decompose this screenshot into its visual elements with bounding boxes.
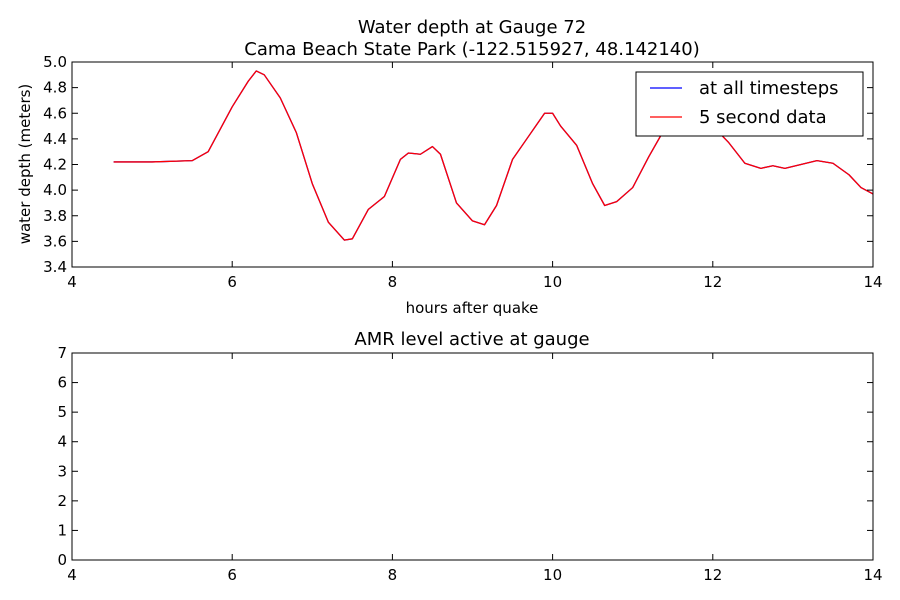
chart1-xtick-label: 8 — [388, 273, 398, 291]
chart1-xtick-label: 6 — [227, 273, 237, 291]
chart1-xtick-label: 4 — [67, 273, 77, 291]
chart1-plot: 4 6 8 10 12 14 3.4 3.6 3.8 4.0 4.2 4.4 4.6 4.8 5.0 — [43, 53, 882, 291]
chart2-ytick-label: 7 — [57, 344, 67, 362]
chart2-xtick-label: 14 — [863, 566, 882, 584]
chart1-ytick-label: 5.0 — [43, 53, 67, 71]
chart2-ytick-label: 3 — [57, 462, 67, 480]
legend-label-series-1: at all timesteps — [699, 78, 839, 99]
chart1-ytick-label: 4.2 — [43, 156, 67, 174]
chart1-title: Water depth at Gauge 72 — [358, 17, 586, 38]
chart2-ytick-label: 6 — [57, 374, 67, 392]
chart2-xtick-label: 8 — [388, 566, 398, 584]
chart1-ytick-label: 4.4 — [43, 130, 67, 148]
chart2-xtick-label: 4 — [67, 566, 77, 584]
chart1-ytick-label: 3.8 — [43, 207, 67, 225]
chart2-xtick-label: 10 — [543, 566, 562, 584]
chart2-ytick-label: 4 — [57, 433, 67, 451]
chart2-ytick-label: 1 — [57, 521, 67, 539]
chart2-ytick-label: 0 — [57, 551, 67, 569]
chart2-ytick-label: 2 — [57, 492, 67, 510]
chart1-xtick-label: 10 — [543, 273, 562, 291]
chart1-xtick-label: 14 — [863, 273, 882, 291]
chart2-xtick-label: 12 — [703, 566, 722, 584]
chart2-axes-frame — [71, 352, 874, 561]
chart1-ytick-label: 4.0 — [43, 181, 67, 199]
chart1-legend: at all timesteps 5 second data — [635, 71, 864, 137]
chart1-xtick-label: 12 — [703, 273, 722, 291]
chart1-xlabel: hours after quake — [406, 299, 539, 317]
chart1-ytick-label: 3.6 — [43, 232, 67, 250]
legend-label-series-2: 5 second data — [699, 107, 827, 128]
chart1-ytick-label: 3.4 — [43, 258, 67, 276]
chart1-subtitle: Cama Beach State Park (-122.515927, 48.1… — [244, 39, 699, 60]
chart1-ytick-label: 4.6 — [43, 104, 67, 122]
chart1-ytick-label: 4.8 — [43, 79, 67, 97]
chart2-xtick-label: 6 — [227, 566, 237, 584]
legend-box — [635, 71, 864, 137]
chart1-ylabel: water depth (meters) — [16, 84, 34, 245]
chart2-ytick-label: 5 — [57, 403, 67, 421]
chart2-title: AMR level active at gauge — [354, 329, 589, 350]
chart1-series-line-2 — [113, 70, 874, 241]
